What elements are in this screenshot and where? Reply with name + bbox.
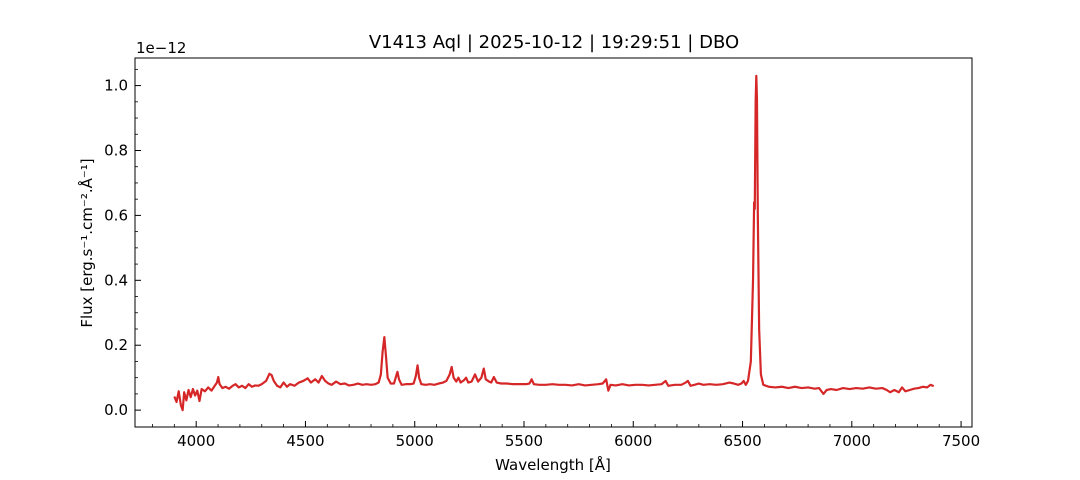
- y-tick-label: 1.0: [104, 77, 128, 95]
- y-axis-label: Flux [erg.s⁻¹.cm⁻².Å⁻¹]: [77, 158, 96, 327]
- x-axis: 4000 4500 5000 5500 6000 6500 7000 7500: [152, 421, 980, 450]
- y-tick-label: 0.4: [104, 271, 128, 289]
- x-tick-label: 5500: [505, 432, 543, 450]
- plot-frame: [134, 57, 973, 428]
- x-tick-label: 6000: [614, 432, 652, 450]
- chart-title: V1413 Aql | 2025-10-12 | 19:29:51 | DBO: [369, 32, 739, 53]
- plot-area: [173, 74, 935, 412]
- x-tick-label: 5000: [396, 432, 434, 450]
- y-tick-label: 0.2: [104, 336, 128, 354]
- y-offset-label: 1e−12: [136, 39, 186, 57]
- y-tick-label: 0.6: [104, 206, 128, 224]
- x-tick-label: 6500: [723, 432, 761, 450]
- x-axis-label: Wavelength [Å]: [495, 455, 611, 474]
- x-tick-label: 4500: [286, 432, 324, 450]
- y-tick-label: 0.0: [104, 401, 128, 419]
- y-axis: 0.0 0.2 0.4 0.6 0.8 1.0: [104, 68, 141, 419]
- x-tick-label: 7500: [942, 432, 980, 450]
- y-tick-label: 0.8: [104, 141, 128, 159]
- x-tick-label: 4000: [177, 432, 215, 450]
- spectrum-line-0: [173, 74, 935, 412]
- x-tick-label: 7000: [833, 432, 871, 450]
